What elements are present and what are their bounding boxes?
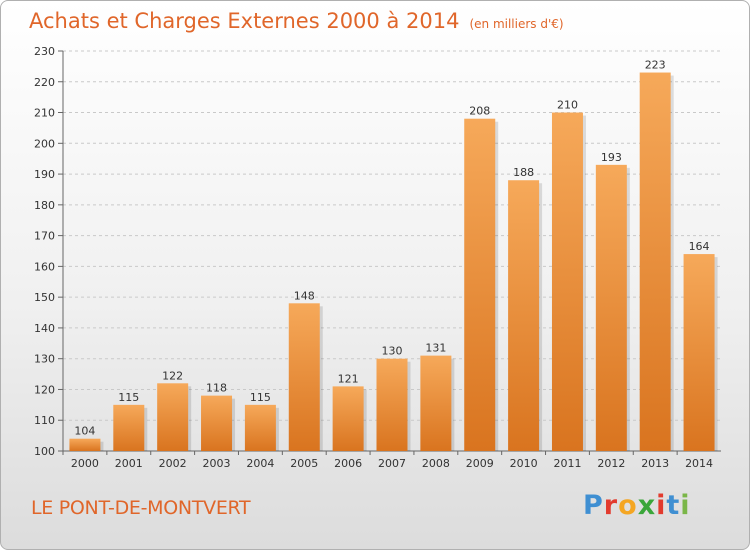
bar-value-label: 115	[118, 391, 139, 404]
bar-value-label: 121	[338, 372, 359, 385]
x-tick-label: 2011	[553, 457, 581, 470]
bar	[201, 395, 233, 451]
logo-letter: P	[583, 490, 604, 521]
chart-title: Achats et Charges Externes 2000 à 2014 (e…	[29, 9, 564, 33]
logo-letter: r	[603, 490, 619, 521]
bar-value-label: 193	[601, 151, 622, 164]
x-tick-label: 2007	[378, 457, 406, 470]
commune-name: LE PONT-DE-MONTVERT	[31, 497, 251, 519]
bar	[551, 112, 583, 452]
bar-value-label: 223	[645, 59, 666, 72]
y-tick-label: 100	[34, 445, 55, 458]
y-tick-label: 130	[34, 353, 55, 366]
bar-value-label: 210	[557, 99, 578, 112]
y-tick-label: 110	[34, 414, 55, 427]
y-tick-label: 230	[34, 45, 55, 58]
y-tick-label: 180	[34, 199, 55, 212]
x-tick-label: 2012	[597, 457, 625, 470]
logo-letter: x	[637, 490, 657, 521]
x-tick-label: 2003	[203, 457, 231, 470]
x-tick-label: 2014	[685, 457, 713, 470]
y-tick-label: 140	[34, 322, 55, 335]
x-tick-label: 2005	[290, 457, 318, 470]
bar	[244, 404, 276, 451]
x-tick-label: 2009	[466, 457, 494, 470]
bar-value-label: 104	[74, 425, 95, 438]
bar	[683, 254, 715, 451]
x-tick-label: 2006	[334, 457, 362, 470]
bar-value-label: 131	[425, 342, 446, 355]
y-tick-label: 160	[34, 260, 55, 273]
y-tick-label: 120	[34, 383, 55, 396]
bar-value-label: 164	[689, 240, 710, 253]
proxiti-logo[interactable]: Proxiti	[583, 490, 691, 521]
y-tick-label: 150	[34, 291, 55, 304]
bar-value-label: 148	[294, 289, 315, 302]
bar-value-label: 188	[513, 166, 534, 179]
x-tick-label: 2010	[510, 457, 538, 470]
logo-letter: t	[666, 490, 681, 521]
x-tick-label: 2001	[115, 457, 143, 470]
bar	[464, 118, 496, 451]
logo-letter: i	[656, 490, 667, 521]
bar	[288, 303, 320, 451]
y-tick-label: 220	[34, 76, 55, 89]
bar	[420, 355, 452, 451]
logo-letter: i	[680, 490, 691, 521]
bar	[69, 438, 101, 451]
unit-label: (en milliers d'€)	[469, 17, 564, 31]
x-tick-label: 2004	[246, 457, 274, 470]
bar-value-label: 130	[382, 345, 403, 358]
bar	[332, 386, 364, 451]
logo-letter: o	[618, 490, 638, 521]
bar	[376, 358, 408, 451]
x-tick-label: 2000	[71, 457, 99, 470]
bar	[639, 72, 671, 452]
y-tick-label: 190	[34, 168, 55, 181]
y-tick-label: 170	[34, 230, 55, 243]
bar-value-label: 208	[469, 105, 490, 118]
title-text: Achats et Charges Externes 2000 à 2014	[29, 9, 460, 33]
bar	[157, 383, 189, 451]
bar-value-label: 115	[250, 391, 271, 404]
bar	[595, 164, 627, 451]
y-tick-label: 200	[34, 137, 55, 150]
bar-value-label: 122	[162, 369, 183, 382]
x-tick-label: 2008	[422, 457, 450, 470]
x-tick-label: 2013	[641, 457, 669, 470]
bar	[113, 404, 145, 451]
bar	[508, 180, 540, 451]
y-tick-label: 210	[34, 107, 55, 120]
bar-value-label: 118	[206, 382, 227, 395]
x-tick-label: 2002	[159, 457, 187, 470]
